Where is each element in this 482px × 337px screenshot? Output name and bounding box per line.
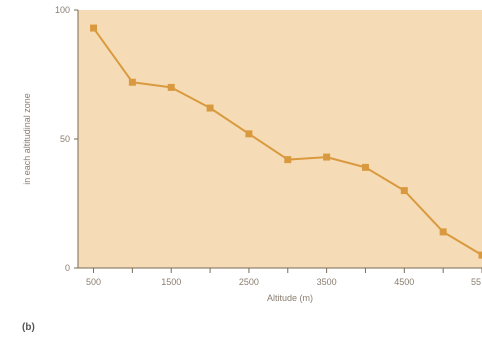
data-point [206, 104, 214, 112]
data-point [284, 156, 292, 164]
data-point [323, 153, 331, 161]
x-tick-label: 3500 [317, 277, 337, 287]
data-point [167, 83, 175, 91]
data-point [478, 251, 482, 259]
data-point [90, 24, 98, 32]
panel-label: (b) [22, 322, 35, 333]
data-point [361, 163, 369, 171]
data-point [400, 187, 408, 195]
y-axis-label: in each altitudinal zone [22, 93, 32, 185]
x-tick-label: 500 [86, 277, 101, 287]
y-tick-label: 50 [60, 134, 70, 144]
data-point [128, 78, 136, 86]
x-tick-label: 55 [471, 277, 481, 287]
y-tick-label: 0 [65, 263, 70, 273]
x-tick-label: 4500 [394, 277, 414, 287]
x-tick-label: 2500 [239, 277, 259, 287]
x-axis-label: Altitude (m) [267, 293, 313, 303]
y-axis-ticks: 0 50 100 [55, 5, 78, 273]
x-axis-ticks: 500 1500 2500 3500 4500 55 [86, 268, 482, 287]
series-points [90, 24, 482, 259]
y-tick-label: 100 [55, 5, 70, 15]
data-point [245, 130, 253, 138]
plot-background [78, 10, 482, 268]
data-point [439, 228, 447, 236]
x-tick-label: 1500 [161, 277, 181, 287]
